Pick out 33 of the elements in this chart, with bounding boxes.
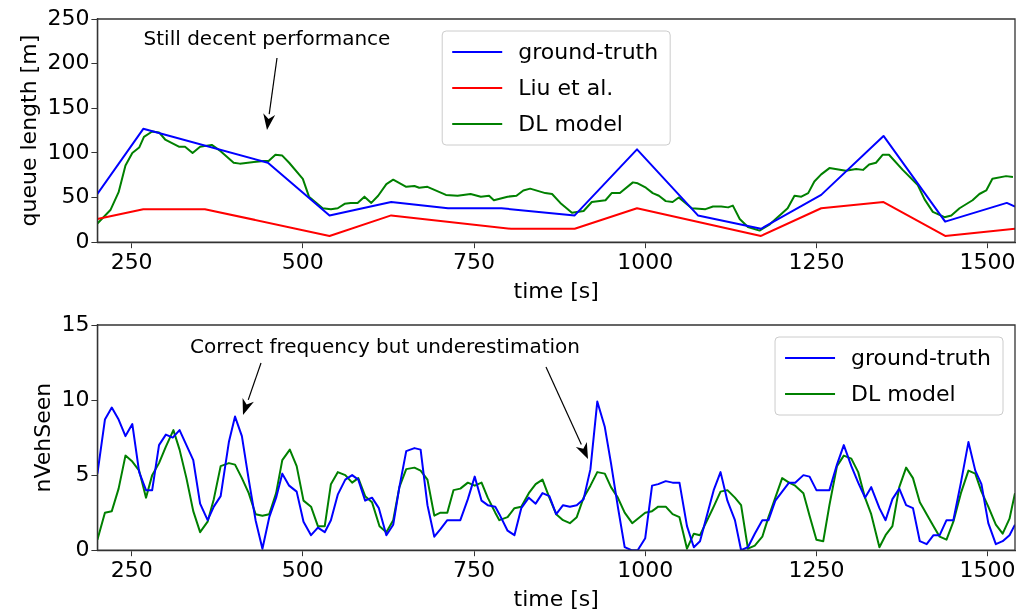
x-tick-label: 250 [110,557,153,583]
y-tick-label: 10 [61,385,90,411]
y-tick-label: 200 [47,49,90,75]
x-tick-label: 1250 [788,249,845,275]
annotation: Still decent performance [143,26,391,50]
legend-label: Liu et al. [518,74,614,100]
legend-label: DL model [851,380,956,406]
legend-label: ground-truth [851,344,992,370]
y-axis-title: nVehSeen [29,382,55,493]
y-tick-label: 100 [47,138,90,164]
y-axis-title: queue length [m] [15,34,41,227]
x-tick-label: 750 [453,557,496,583]
x-axis-title: time [s] [513,585,599,611]
annotation: Correct frequency but underestimation [190,334,580,358]
x-tick-label: 500 [281,249,324,275]
y-tick-label: 15 [61,310,90,336]
x-tick-label: 1000 [617,557,674,583]
y-tick-label: 0 [75,227,90,253]
x-tick-label: 250 [110,249,153,275]
x-tick-label: 1000 [617,249,674,275]
y-tick-label: 5 [75,460,90,486]
x-tick-label: 1500 [959,557,1016,583]
x-axis-title: time [s] [513,277,599,303]
legend-label: ground-truth [518,38,659,64]
legend-label: DL model [518,110,623,136]
y-tick-label: 50 [61,183,90,209]
y-tick-label: 0 [75,535,90,561]
x-tick-label: 750 [453,249,496,275]
y-tick-label: 250 [47,4,90,30]
x-tick-label: 500 [281,557,324,583]
x-tick-label: 1250 [788,557,845,583]
y-tick-label: 150 [47,94,90,119]
x-tick-label: 1500 [959,249,1016,275]
